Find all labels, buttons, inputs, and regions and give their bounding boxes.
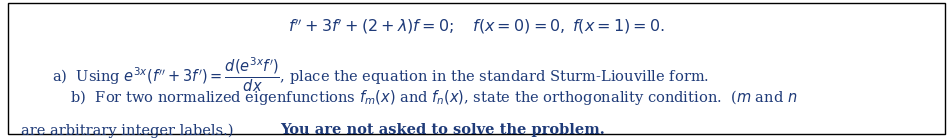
Text: b)  For two normalized eigenfunctions $f_m(x)$ and $f_n(x)$, state the orthogona: b) For two normalized eigenfunctions $f_…: [52, 88, 797, 107]
Text: a)  Using $e^{3x}(f'' + 3f') = \dfrac{d(e^{3x}f')}{dx}$, place the equation in t: a) Using $e^{3x}(f'' + 3f') = \dfrac{d(e…: [52, 56, 709, 94]
FancyBboxPatch shape: [8, 3, 944, 134]
Text: are arbitrary integer labels.): are arbitrary integer labels.): [21, 123, 243, 138]
Text: $f'' + 3f' + (2 + \lambda)f = 0; \quad f(x=0) = 0, \; f(x=1) = 0.$: $f'' + 3f' + (2 + \lambda)f = 0; \quad f…: [288, 17, 664, 36]
Text: You are not asked to solve the problem.: You are not asked to solve the problem.: [280, 123, 605, 137]
